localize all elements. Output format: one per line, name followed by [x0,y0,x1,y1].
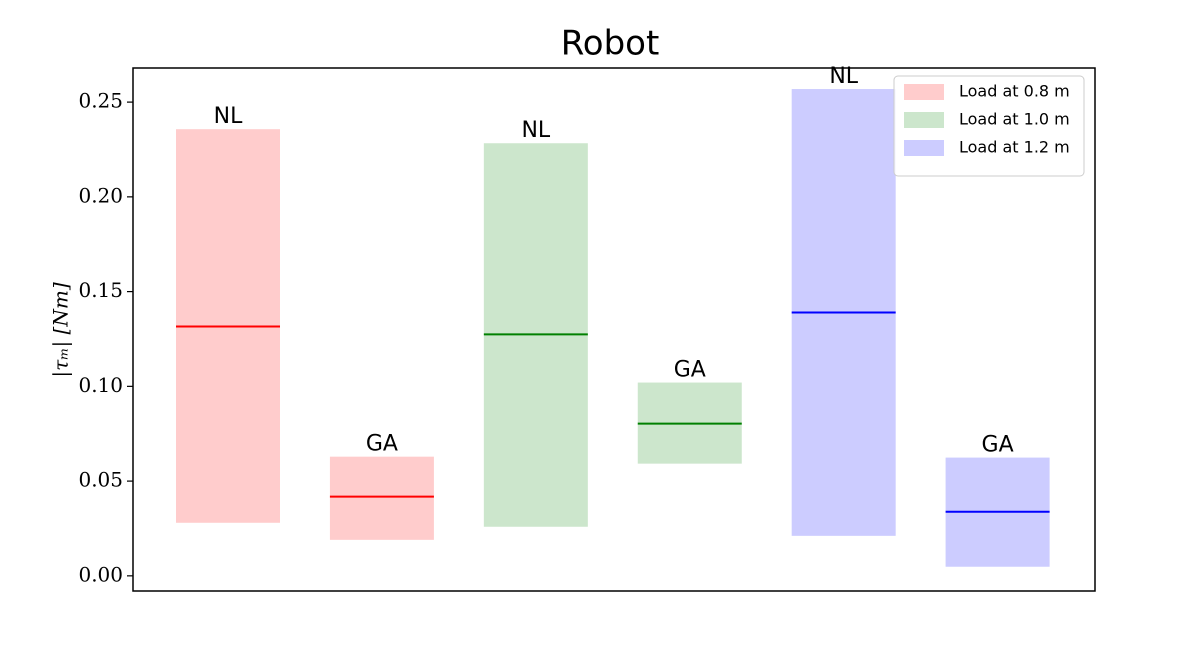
range-bar [329,456,434,540]
legend-label: Load at 1.2 m [959,138,1070,157]
legend-swatch [904,84,944,100]
bar-label: GA [366,432,398,457]
legend-swatch [904,140,944,156]
bar-label: NL [214,104,243,129]
legend-label: Load at 1.0 m [959,110,1070,129]
plot-frame [132,67,1096,592]
chart-title: Robot [561,24,660,64]
legend-box [893,75,1085,177]
legend-swatch [904,112,944,128]
y-tick-label: 0.00 [78,562,123,586]
y-tick-label: 0.15 [78,278,123,302]
bar-label: GA [982,433,1014,458]
bar-label: NL [521,118,550,143]
y-tick-label: 0.10 [78,373,123,397]
legend-label: Load at 0.8 m [959,82,1070,101]
bar-label: GA [674,358,706,383]
y-tick-label: 0.25 [78,89,123,113]
y-tick-label: 0.05 [78,468,123,492]
y-axis-label: |τₘ| [Nm] [49,282,74,377]
y-tick-label: 0.20 [78,183,123,207]
